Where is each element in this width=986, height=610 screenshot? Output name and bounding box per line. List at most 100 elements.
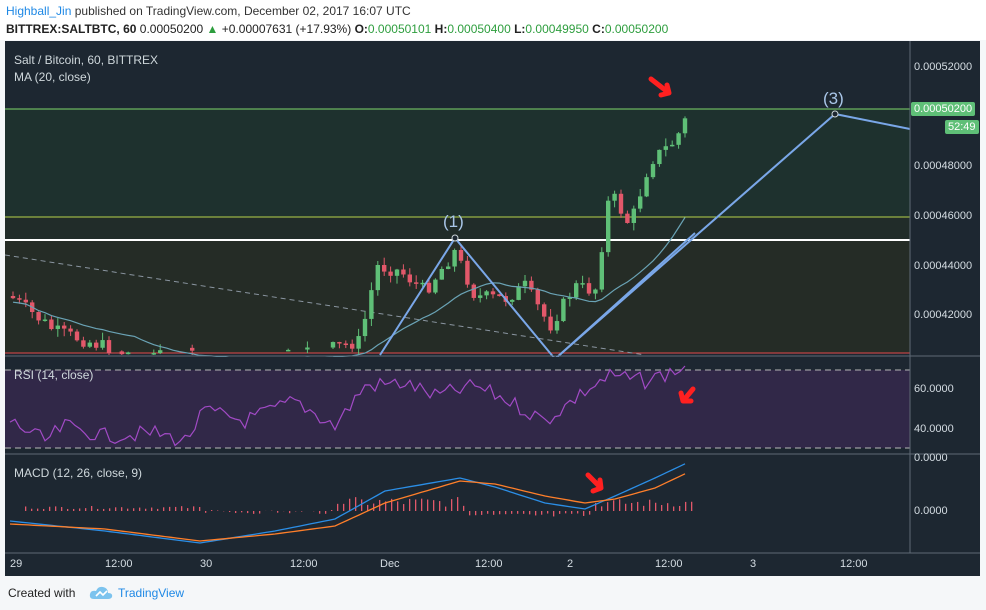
histogram-bar — [649, 499, 651, 511]
candle-body — [657, 149, 662, 165]
histogram-bar — [169, 506, 171, 511]
histogram-bar — [469, 511, 471, 516]
candle-body — [94, 342, 99, 348]
candle-body — [382, 264, 387, 272]
price-tick: 0.00052000 — [914, 61, 973, 73]
chart-canvas[interactable]: (1) (3) — [4, 41, 980, 576]
candle-body — [574, 283, 579, 298]
time-tick: 3 — [750, 558, 757, 570]
histogram-bar — [589, 511, 591, 515]
time-tick: 2 — [567, 558, 574, 570]
candle-body — [554, 321, 560, 331]
candle-body — [484, 291, 489, 296]
histogram-bar — [499, 511, 501, 515]
candle-body — [452, 249, 457, 267]
histogram-bar — [661, 505, 663, 511]
annotation-3[interactable]: (3) — [823, 89, 844, 108]
author-link[interactable]: Highball_Jin — [6, 4, 72, 18]
time-tick: 30 — [200, 558, 213, 570]
candle-body — [529, 280, 534, 290]
histogram-bar — [127, 508, 129, 511]
histogram-bar — [349, 498, 351, 511]
histogram-bar — [445, 506, 447, 511]
histogram-bar — [31, 508, 33, 511]
histogram-bar — [493, 511, 495, 515]
histogram-bar — [163, 507, 165, 511]
ohlc-low-value: 0.00049950 — [525, 22, 589, 36]
histogram-bar — [145, 508, 147, 511]
histogram-bar — [457, 497, 459, 511]
candle-body — [599, 252, 604, 290]
ma-indicator-label[interactable]: MA (20, close) — [14, 70, 91, 84]
candle-body — [356, 336, 361, 349]
candle-body — [286, 349, 291, 352]
candle-body — [446, 266, 451, 269]
macd-histogram — [25, 497, 693, 517]
wave-point-3[interactable] — [831, 110, 839, 118]
candle-body — [36, 312, 41, 321]
histogram-bar — [253, 511, 255, 514]
histogram-bar — [577, 511, 579, 514]
candle-body — [618, 193, 624, 214]
macd-line — [9, 463, 686, 544]
wave-point-1[interactable] — [451, 234, 459, 242]
candle-body — [542, 304, 547, 317]
candle-body — [606, 200, 611, 253]
histogram-bar — [619, 499, 621, 511]
candle-body — [106, 340, 112, 354]
macd-indicator-label[interactable]: MACD (12, 26, close, 9) — [14, 466, 143, 480]
price-tick: 0.00044000 — [914, 260, 973, 272]
chart-area[interactable]: (1) (3) Salt / Bitcoin, 60, BITTREX MA (… — [4, 41, 980, 576]
tradingview-link[interactable]: TradingView — [118, 586, 185, 600]
time-tick: 12:00 — [840, 558, 868, 570]
tradingview-cloud-icon[interactable] — [88, 584, 114, 602]
histogram-bar — [157, 508, 159, 511]
rsi-indicator-label[interactable]: RSI (14, close) — [14, 368, 94, 382]
candles-group — [10, 116, 688, 355]
annotation-1[interactable]: (1) — [443, 212, 464, 231]
ohlc-open-key: O: — [354, 22, 368, 36]
candle-body — [567, 297, 572, 299]
published-text: published on TradingView.com, December 0… — [74, 4, 411, 18]
candle-body — [401, 269, 406, 275]
histogram-bar — [673, 506, 675, 511]
candle-body — [190, 347, 195, 351]
symbol-title[interactable]: Salt / Bitcoin, 60, BITTREX — [14, 53, 159, 67]
candle-body — [49, 319, 54, 330]
time-tick: 12:00 — [105, 558, 133, 570]
candle-body — [471, 284, 476, 298]
histogram-bar — [259, 511, 261, 514]
histogram-bar — [43, 508, 45, 511]
histogram-bar — [109, 508, 111, 511]
histogram-bar — [229, 511, 231, 513]
histogram-bar — [193, 506, 195, 511]
histogram-bar — [421, 498, 423, 511]
histogram-bar — [403, 504, 405, 511]
candle-body — [388, 271, 393, 276]
candle-body — [343, 343, 348, 346]
time-tick: 12:00 — [290, 558, 318, 570]
histogram-bar — [319, 511, 321, 514]
ohlc-close-value: 0.00050200 — [604, 22, 669, 36]
histogram-bar — [337, 503, 339, 511]
histogram-bar — [397, 501, 399, 511]
rising-trendline[interactable] — [554, 232, 696, 360]
histogram-bar — [61, 507, 63, 511]
ohlc-high-value: 0.00050400 — [447, 22, 511, 36]
candle-body — [369, 290, 374, 319]
rsi-band — [5, 370, 910, 448]
histogram-bar — [79, 508, 81, 511]
bar-countdown: 52:49 — [945, 120, 979, 134]
histogram-bar — [175, 506, 177, 511]
candle-body — [407, 274, 412, 283]
macd-tick: 0.0000 — [914, 505, 948, 517]
histogram-bar — [415, 499, 417, 511]
candle-body — [670, 144, 675, 147]
candle-body — [510, 299, 515, 302]
histogram-bar — [343, 503, 345, 511]
histogram-bar — [451, 499, 453, 511]
histogram-bar — [205, 511, 207, 513]
histogram-bar — [73, 508, 75, 511]
histogram-bar — [559, 511, 561, 514]
histogram-bar — [55, 506, 57, 511]
